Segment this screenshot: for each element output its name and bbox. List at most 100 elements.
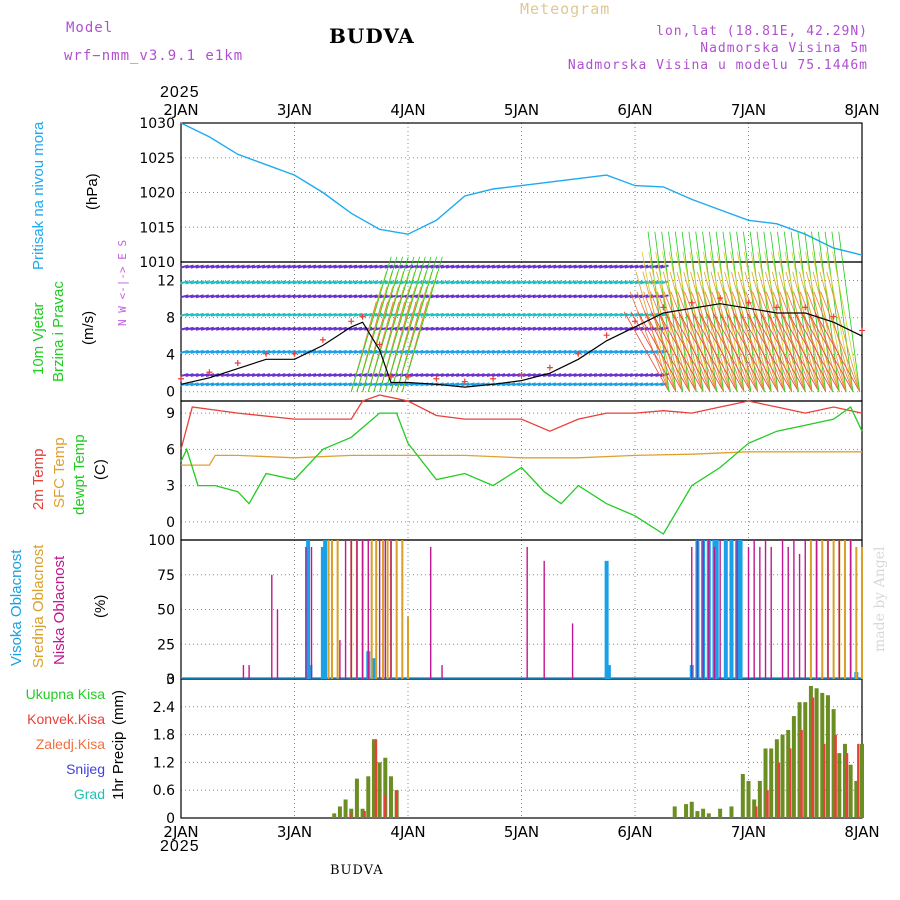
high-cloud-bar bbox=[308, 665, 313, 679]
wind-arrow bbox=[644, 311, 690, 392]
wind-barb bbox=[604, 326, 613, 331]
wind-barb bbox=[353, 382, 363, 387]
wind-barb bbox=[471, 382, 480, 387]
low-cloud-bar bbox=[815, 540, 818, 679]
wind-barb bbox=[307, 294, 317, 299]
wind-barb bbox=[210, 312, 220, 317]
wind-barb bbox=[185, 264, 194, 269]
wind-barb bbox=[282, 382, 291, 387]
wind-barb bbox=[476, 349, 485, 354]
wind-barb bbox=[537, 280, 547, 285]
wind-barb bbox=[527, 382, 536, 387]
wind-barb bbox=[246, 349, 256, 354]
y-tick-label: 0 bbox=[166, 811, 175, 827]
wind-barb bbox=[302, 294, 312, 299]
low-cloud-bar bbox=[708, 540, 710, 679]
wind-barb bbox=[277, 294, 286, 299]
wind-barb bbox=[578, 312, 588, 317]
low-cloud-bar bbox=[798, 553, 801, 679]
wind-barb bbox=[573, 280, 582, 285]
wind-arrow bbox=[793, 291, 833, 392]
wind-barb bbox=[553, 294, 562, 299]
wind-barb bbox=[205, 280, 215, 285]
wind-arrow bbox=[787, 311, 833, 392]
wind-barb bbox=[547, 280, 557, 285]
wind-arrow bbox=[814, 311, 861, 392]
wind-barb bbox=[348, 280, 358, 285]
wind-barb bbox=[481, 280, 490, 285]
wind-barb bbox=[343, 294, 353, 299]
x-tick-label-top: 5JAN bbox=[504, 101, 539, 119]
wind-barb bbox=[409, 294, 419, 299]
wind-barb bbox=[542, 312, 552, 317]
wind-barb bbox=[404, 382, 414, 387]
wind-arrow bbox=[637, 311, 684, 392]
conv-precip-bar bbox=[383, 794, 387, 818]
wind-barb bbox=[522, 373, 531, 378]
conv-precip-bar bbox=[823, 743, 826, 818]
wind-barb bbox=[415, 373, 424, 378]
wind-arrow bbox=[712, 311, 758, 392]
wind-barb bbox=[231, 326, 240, 331]
wind-barb bbox=[231, 312, 240, 317]
wind-barb bbox=[532, 264, 542, 269]
wind-barb bbox=[558, 280, 567, 285]
x-tick-label-top: 4JAN bbox=[390, 101, 425, 119]
wind-barb bbox=[302, 312, 312, 317]
wind-barb bbox=[593, 280, 603, 285]
wind-barb bbox=[297, 264, 307, 269]
wind-barb bbox=[425, 373, 434, 378]
wind-barb bbox=[226, 280, 235, 285]
wind-barb bbox=[348, 294, 358, 299]
wind-barb bbox=[522, 326, 531, 331]
wind-barb bbox=[445, 294, 455, 299]
mid-cloud-bar bbox=[386, 540, 389, 679]
total-precip-bar bbox=[332, 813, 337, 818]
wind-barb bbox=[517, 294, 526, 299]
wind-barb bbox=[604, 382, 613, 387]
wind-barb bbox=[614, 294, 623, 299]
total-precip-bar bbox=[803, 702, 808, 818]
wind-barb bbox=[369, 264, 378, 269]
wind-barb bbox=[527, 280, 536, 285]
wind-barb bbox=[205, 349, 215, 354]
wind-barb bbox=[348, 349, 358, 354]
wind-barb bbox=[512, 382, 521, 387]
wind-barb bbox=[547, 349, 557, 354]
wind-barb bbox=[205, 294, 215, 299]
wind-arrow bbox=[753, 311, 799, 392]
wind-barb bbox=[277, 349, 286, 354]
wind-barb bbox=[266, 264, 276, 269]
x-tick-label-bottom: 2JAN bbox=[163, 823, 198, 841]
wind-gust-mark bbox=[802, 304, 809, 311]
wind-barb bbox=[455, 382, 465, 387]
low-cloud-bar bbox=[248, 665, 250, 679]
wind-barb bbox=[251, 280, 261, 285]
low-cloud-bar bbox=[747, 546, 750, 679]
wind-barb bbox=[292, 382, 302, 387]
wind-barb bbox=[547, 326, 557, 331]
wind-gust-mark bbox=[263, 350, 270, 357]
wind-barb bbox=[573, 326, 582, 331]
wind-barb bbox=[343, 280, 353, 285]
total-precip-bar bbox=[757, 780, 762, 818]
wind-barb bbox=[246, 373, 256, 378]
wind-barb bbox=[210, 264, 220, 269]
wind-barb bbox=[221, 312, 230, 317]
wind-barb bbox=[226, 349, 235, 354]
total-precip-bar bbox=[718, 808, 723, 818]
total-precip-bar bbox=[769, 748, 774, 818]
high-cloud-bar bbox=[306, 540, 311, 679]
wind-barb bbox=[634, 373, 644, 378]
wind-barb bbox=[409, 312, 419, 317]
wind-barb bbox=[195, 312, 204, 317]
wind-barb bbox=[210, 326, 220, 331]
wind-barb bbox=[333, 382, 342, 387]
wind-arrow bbox=[629, 291, 670, 392]
wind-barb bbox=[236, 382, 245, 387]
total-precip-bar bbox=[695, 811, 700, 818]
wind-barb bbox=[307, 312, 317, 317]
wind-barb bbox=[195, 382, 204, 387]
y-tick-label: 3 bbox=[166, 479, 175, 495]
wind-barb bbox=[333, 373, 342, 378]
